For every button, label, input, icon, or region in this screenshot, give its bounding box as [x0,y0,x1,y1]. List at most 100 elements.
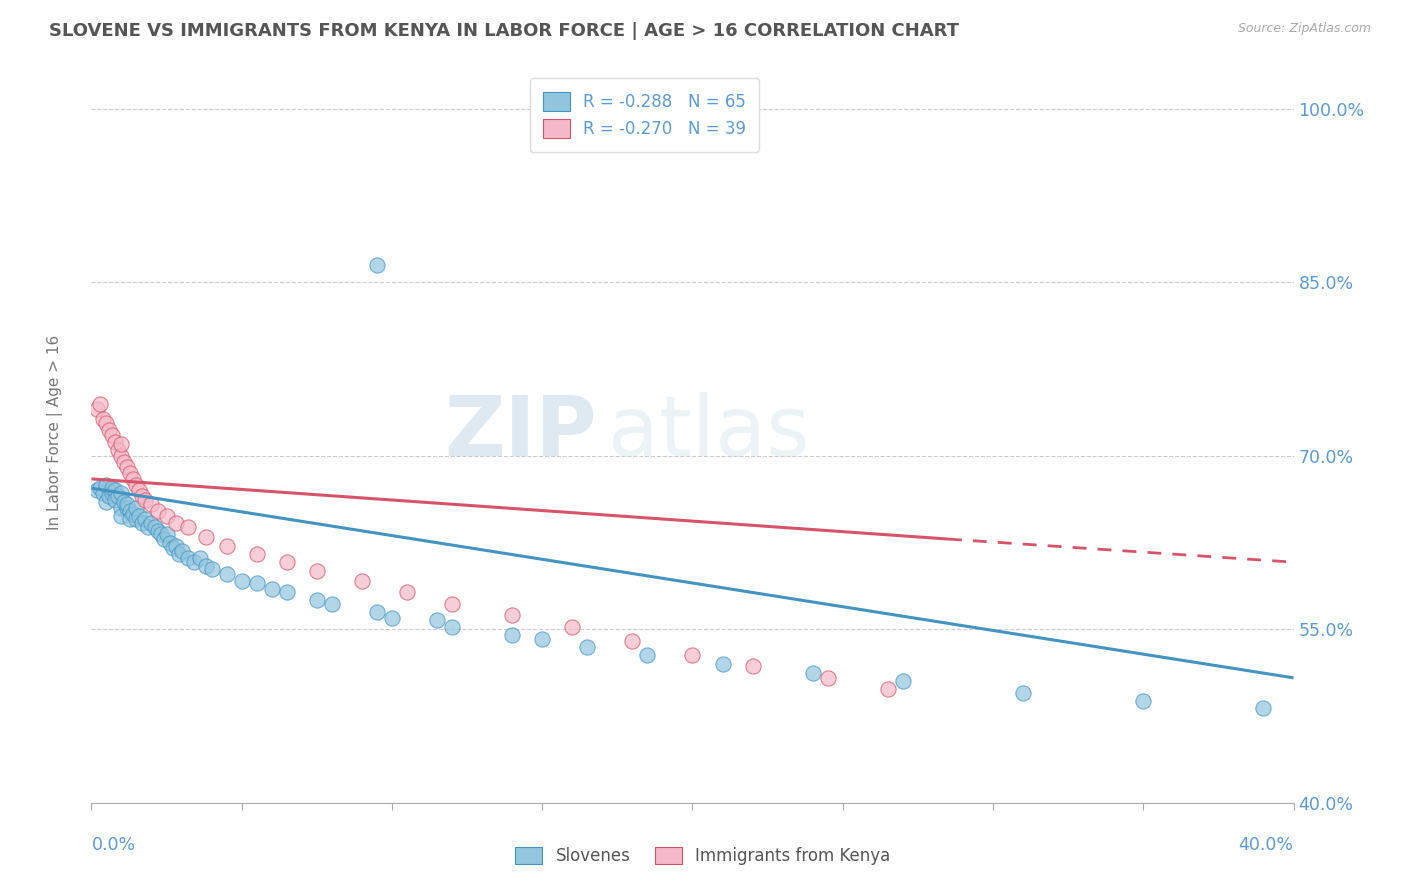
Point [117,500,139,515]
Point [741,659,763,673]
Point [120,504,142,518]
Text: ZIP: ZIP [444,392,596,473]
Point [231,574,253,588]
Point [276,555,298,569]
Point [110,437,132,451]
Point [117,460,139,475]
Point [98,423,121,437]
Point [162,541,184,556]
Point [188,550,211,565]
Point [381,610,404,624]
Point [86,483,108,498]
Point [125,512,148,526]
Point [817,671,839,685]
Point [201,562,224,576]
Point [122,472,145,486]
Point [876,682,898,697]
Point [107,442,129,457]
Point [86,402,108,417]
Text: 0.0%: 0.0% [91,836,135,855]
Point [305,593,328,607]
Point [96,417,118,431]
Point [125,477,148,491]
Point [183,555,205,569]
Point [131,516,153,530]
Point [159,535,181,549]
Point [120,466,142,480]
Point [194,558,217,573]
Point [146,504,169,518]
Point [143,520,166,534]
Point [149,527,172,541]
Point [117,497,139,511]
Point [215,539,238,553]
Point [711,657,734,671]
Point [114,495,136,509]
Point [128,508,150,523]
Point [1012,686,1035,700]
Point [194,530,217,544]
Legend: R = -0.288   N = 65, R = -0.270   N = 39: R = -0.288 N = 65, R = -0.270 N = 39 [530,78,759,152]
Point [801,666,824,681]
Point [155,527,177,541]
Point [176,550,198,565]
Point [276,585,298,599]
Point [440,597,463,611]
Point [366,258,388,272]
Point [440,620,463,634]
Point [96,477,118,491]
Point [152,532,174,546]
Point [170,543,193,558]
Point [110,449,132,463]
Point [138,520,160,534]
Point [1253,701,1275,715]
Text: In Labor Force | Age > 16: In Labor Force | Age > 16 [48,335,63,530]
Point [110,485,132,500]
Text: 40.0%: 40.0% [1239,836,1294,855]
Point [107,489,129,503]
Point [104,434,127,449]
Text: SLOVENE VS IMMIGRANTS FROM KENYA IN LABOR FORCE | AGE > 16 CORRELATION CHART: SLOVENE VS IMMIGRANTS FROM KENYA IN LABO… [49,22,959,40]
Point [131,489,153,503]
Text: atlas: atlas [609,392,810,473]
Point [101,481,124,495]
Point [531,632,554,646]
Point [366,605,388,619]
Point [104,492,127,507]
Point [321,597,343,611]
Legend: Slovenes, Immigrants from Kenya: Slovenes, Immigrants from Kenya [509,840,897,871]
Point [128,483,150,498]
Point [120,512,142,526]
Point [122,507,145,521]
Point [125,500,148,515]
Point [501,628,523,642]
Text: Source: ZipAtlas.com: Source: ZipAtlas.com [1237,22,1371,36]
Point [146,524,169,538]
Point [561,620,583,634]
Point [350,574,373,588]
Point [141,497,163,511]
Point [114,454,136,468]
Point [98,489,121,503]
Point [1132,694,1154,708]
Point [155,508,177,523]
Point [246,576,269,591]
Point [246,547,269,561]
Point [89,397,111,411]
Point [621,633,644,648]
Point [110,500,132,515]
Point [260,582,283,596]
Point [165,516,187,530]
Point [101,485,124,500]
Point [93,485,115,500]
Point [96,495,118,509]
Point [93,411,115,425]
Point [215,566,238,581]
Point [501,608,523,623]
Point [89,481,111,495]
Point [176,520,198,534]
Point [134,492,156,507]
Point [165,539,187,553]
Point [104,483,127,498]
Point [426,613,449,627]
